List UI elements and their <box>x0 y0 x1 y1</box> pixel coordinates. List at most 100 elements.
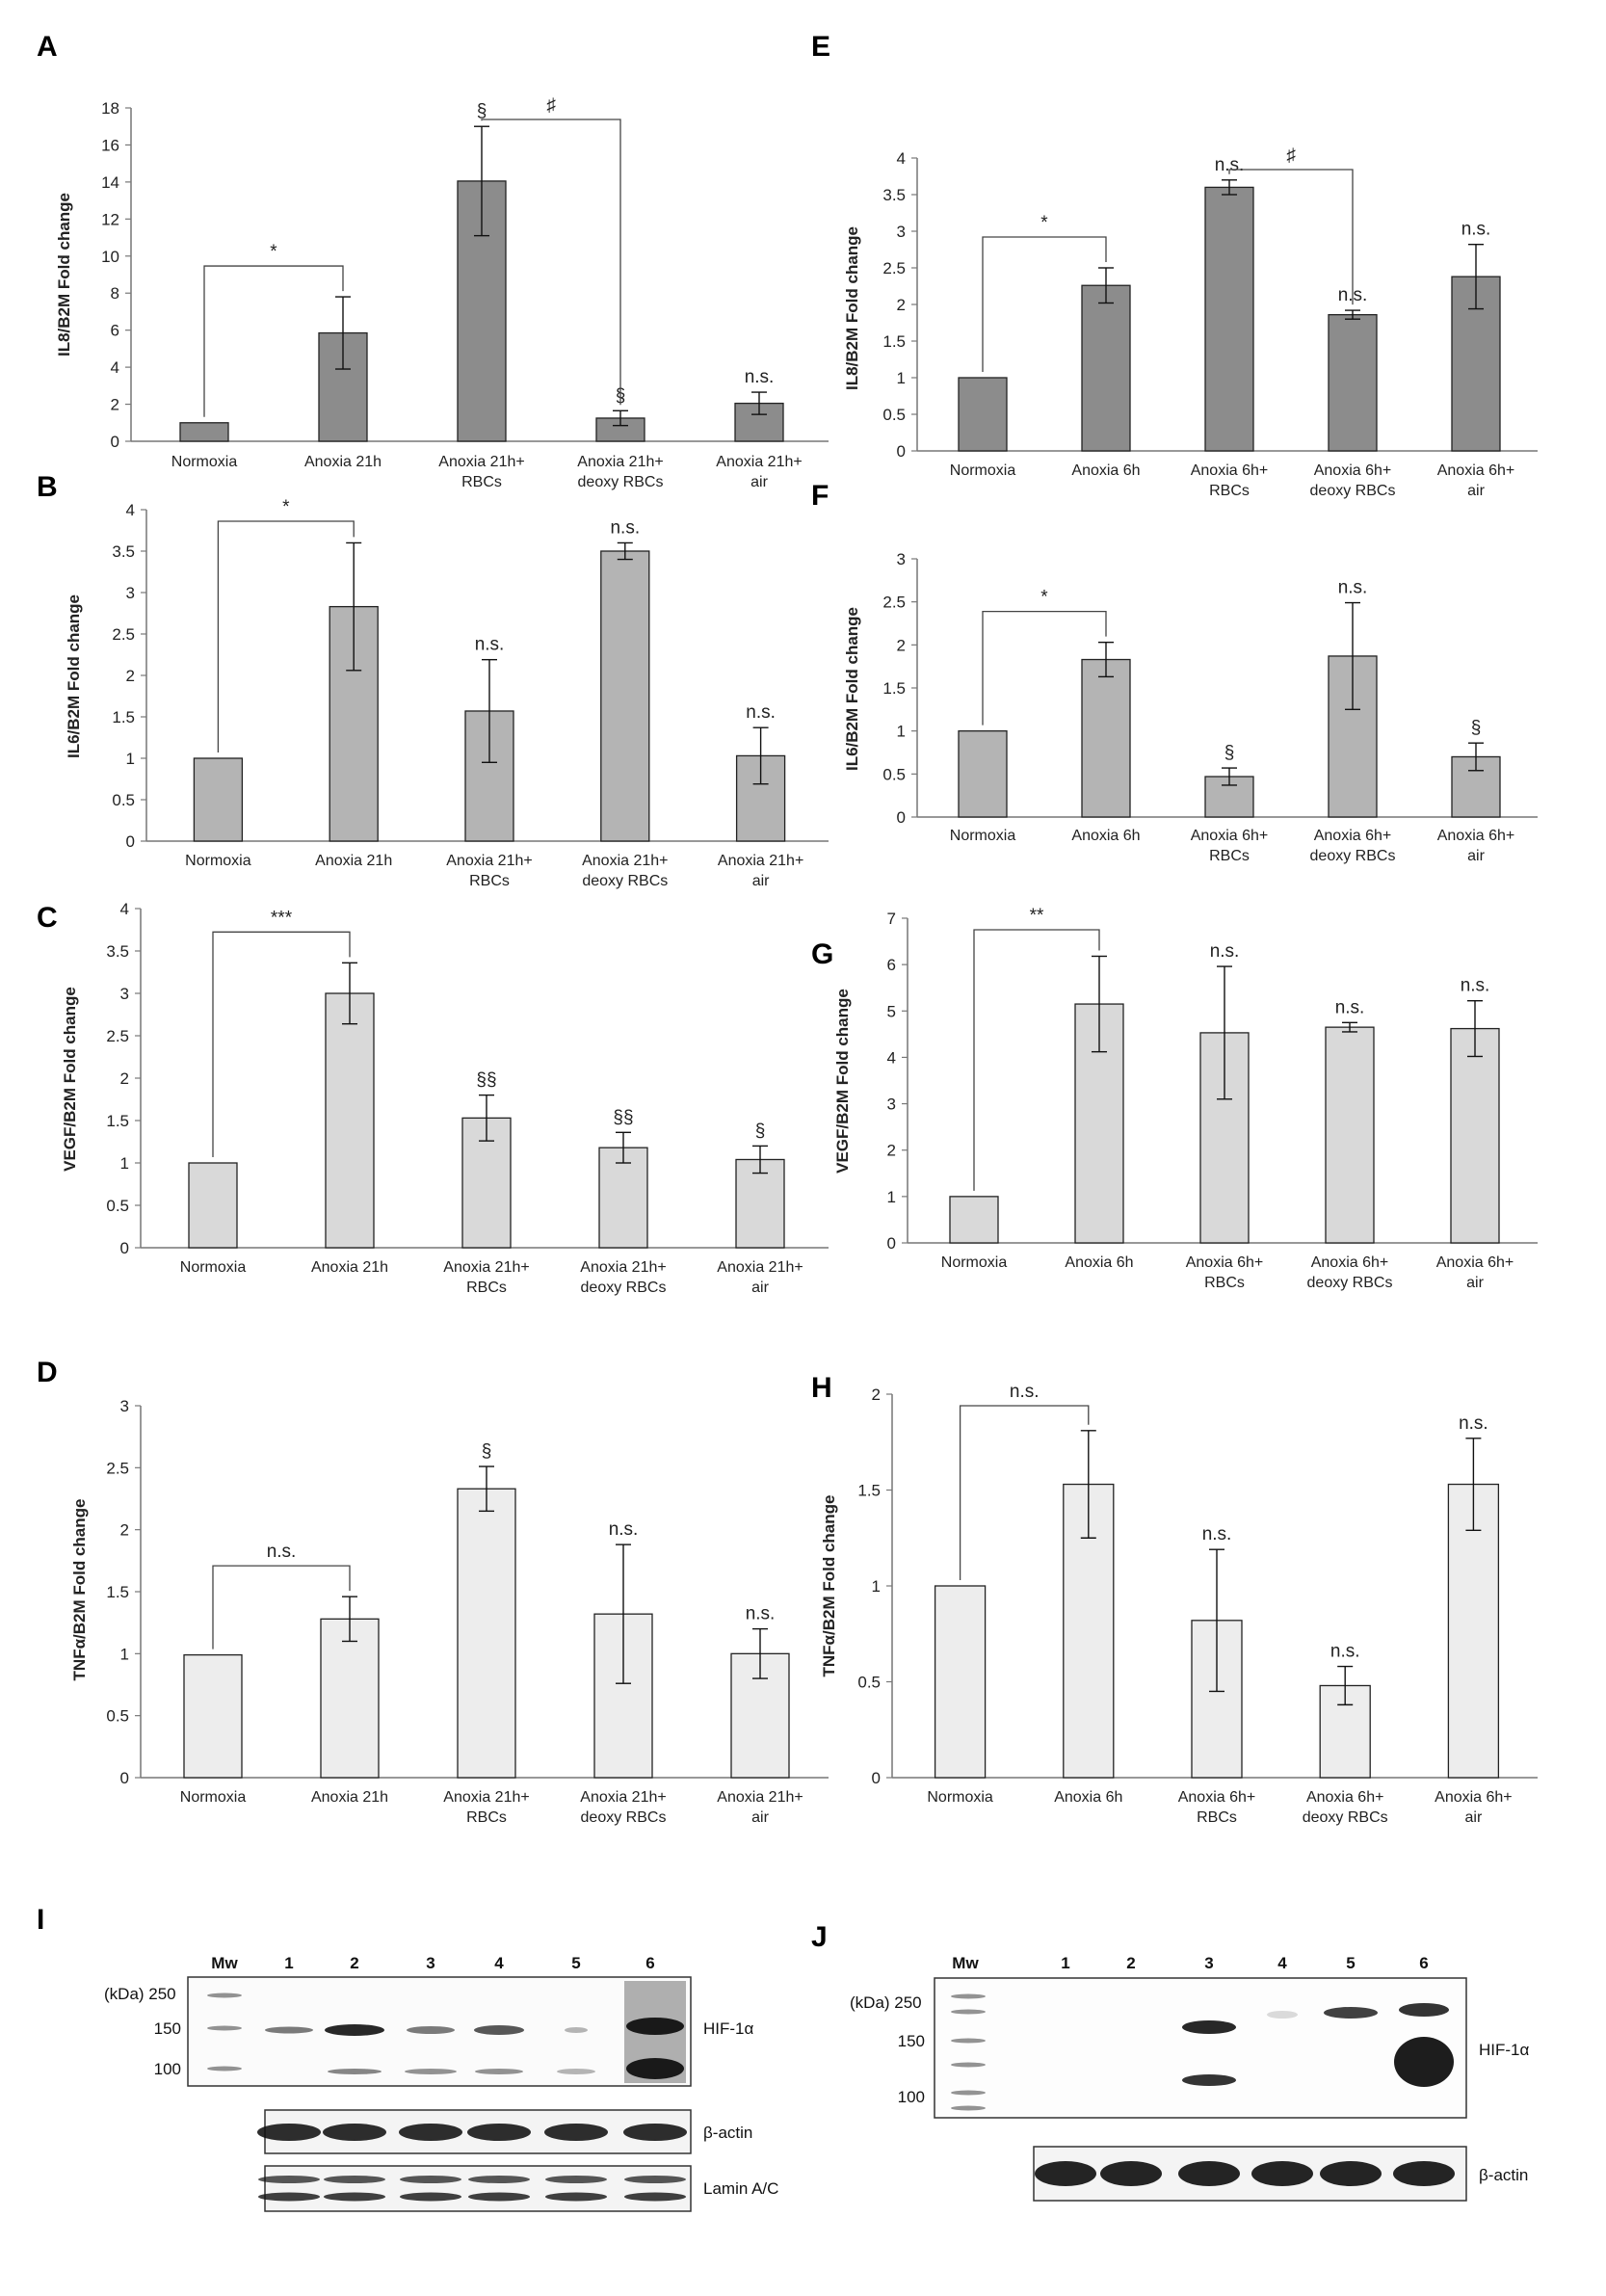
y-tick-label: 2.5 <box>882 594 906 612</box>
blot-membrane <box>934 1977 1467 2119</box>
bracket-line <box>212 1565 351 1649</box>
actin-band <box>467 2124 531 2141</box>
hif-band <box>565 2027 588 2033</box>
y-tick-label: 5 <box>887 1002 896 1020</box>
error-bar <box>1217 965 1232 1100</box>
y-tick-label: 6 <box>111 322 119 340</box>
significance-bracket: * <box>982 588 1107 726</box>
bracket-label: ** <box>1030 906 1044 926</box>
bar <box>735 1158 785 1249</box>
significance-label: §§ <box>476 1070 496 1091</box>
significance-label: n.s. <box>1210 941 1240 962</box>
category-label: Anoxia 6h+ <box>1437 828 1515 844</box>
y-axis-label: IL6/B2M Fold change <box>65 594 83 758</box>
category-label: Anoxia 21h+ <box>582 853 668 869</box>
panel-letter: C <box>37 902 58 934</box>
ladder-band <box>207 2066 242 2072</box>
y-tick-label: 3.5 <box>106 942 129 961</box>
y-tick-label: 1 <box>126 750 135 768</box>
category-label: Anoxia 6h+ <box>1437 462 1515 479</box>
y-tick-label: 6 <box>887 956 896 974</box>
y-tick-label: 0 <box>126 832 135 851</box>
category-label: Anoxia 21h <box>315 853 392 869</box>
y-tick-label: 3 <box>887 1095 896 1114</box>
error-bar <box>751 391 767 415</box>
panel-letter: B <box>37 471 58 503</box>
error-bar <box>1337 1665 1354 1706</box>
y-axis-label: TNFα/B2M Fold change <box>70 1499 89 1681</box>
category-label: Normoxia <box>927 1789 993 1806</box>
error-bar <box>616 1544 631 1684</box>
error-bar <box>482 658 497 763</box>
error-bar <box>335 296 351 370</box>
category-label: Anoxia 21h <box>304 454 382 470</box>
bracket-line <box>959 1405 1090 1580</box>
actin-band <box>623 2124 687 2141</box>
panel-letter: I <box>37 1904 44 1936</box>
bracket-label: ♯ <box>1286 145 1296 166</box>
bar <box>600 550 650 842</box>
significance-label: n.s. <box>745 367 775 387</box>
error-bar <box>1345 601 1360 711</box>
category-label: Anoxia 21h+ <box>443 1789 529 1806</box>
significance-bracket: * <box>217 497 355 752</box>
category-label: RBCs <box>466 1809 507 1826</box>
actin-band <box>1251 2161 1313 2186</box>
category-label: air <box>751 1809 769 1826</box>
category-label: deoxy RBCs <box>1310 848 1396 864</box>
y-tick-label: 0 <box>887 1234 896 1253</box>
category-label: Anoxia 21h+ <box>717 1259 803 1276</box>
lane-label: 5 <box>571 1954 580 1972</box>
y-tick-label: 0 <box>111 433 119 451</box>
y-tick-label: 0.5 <box>106 1197 129 1215</box>
significance-label: n.s. <box>610 517 640 538</box>
bracket-label: * <box>270 242 277 262</box>
category-label: Anoxia 21h+ <box>443 1259 529 1276</box>
category-label: RBCs <box>1197 1809 1237 1826</box>
y-axis-label: VEGF/B2M Fold change <box>61 987 79 1172</box>
significance-bracket: * <box>203 242 344 417</box>
category-label: air <box>750 474 768 490</box>
bracket-label: * <box>1040 213 1048 233</box>
lamin-band <box>624 2176 686 2183</box>
category-label: Anoxia 21h <box>311 1259 388 1276</box>
error-bar <box>752 1627 768 1679</box>
significance-label: n.s. <box>1338 578 1368 598</box>
y-axis-label: IL6/B2M Fold change <box>843 607 861 771</box>
y-tick-label: 1 <box>897 369 906 387</box>
y-tick-label: 3.5 <box>882 186 906 204</box>
error-bar <box>1222 179 1237 196</box>
lane-label: 3 <box>426 1954 434 1972</box>
significance-bracket: n.s. <box>212 1542 351 1649</box>
y-tick-label: 1.5 <box>882 679 906 698</box>
panel-letter: E <box>811 31 830 63</box>
y-tick-label: 10 <box>101 248 119 266</box>
category-label: Anoxia 21h+ <box>438 454 524 470</box>
category-label: air <box>1467 848 1485 864</box>
significance-label: n.s. <box>1459 1413 1488 1434</box>
bar <box>949 1196 999 1244</box>
lane-label: 6 <box>1419 1954 1428 1972</box>
error-bar <box>1092 955 1107 1053</box>
error-bar <box>479 1465 494 1513</box>
category-label: Normoxia <box>185 853 251 869</box>
y-tick-label: 3 <box>897 223 906 241</box>
category-label: Normoxia <box>180 1259 247 1276</box>
chart-panel-c: C 0 0.5 1 1.5 2 2.5 3 3.5 4 VEGF/B2M Fold change No… <box>37 900 829 1296</box>
category-label: Anoxia 6h <box>1054 1789 1122 1806</box>
bar <box>457 1488 516 1779</box>
category-label: Anoxia 6h+ <box>1191 828 1269 844</box>
kda-marker: 100 <box>154 2060 181 2078</box>
bar <box>325 992 375 1249</box>
y-tick-label: 1 <box>897 723 906 741</box>
bracket-label: * <box>282 497 290 517</box>
actin-band <box>323 2124 386 2141</box>
y-tick-label: 2 <box>111 396 119 414</box>
y-tick-label: 2.5 <box>112 625 135 644</box>
chart-panel-h: H 0 0.5 1 1.5 2 TNFα/B2M Fold change Normoxia An… <box>811 1372 1538 1826</box>
category-label: air <box>751 1280 769 1296</box>
significance-bracket: ♯ <box>1228 145 1354 305</box>
error-bar <box>1080 1430 1096 1539</box>
significance-label: n.s. <box>1461 220 1491 240</box>
significance-label: n.s. <box>1461 976 1490 996</box>
